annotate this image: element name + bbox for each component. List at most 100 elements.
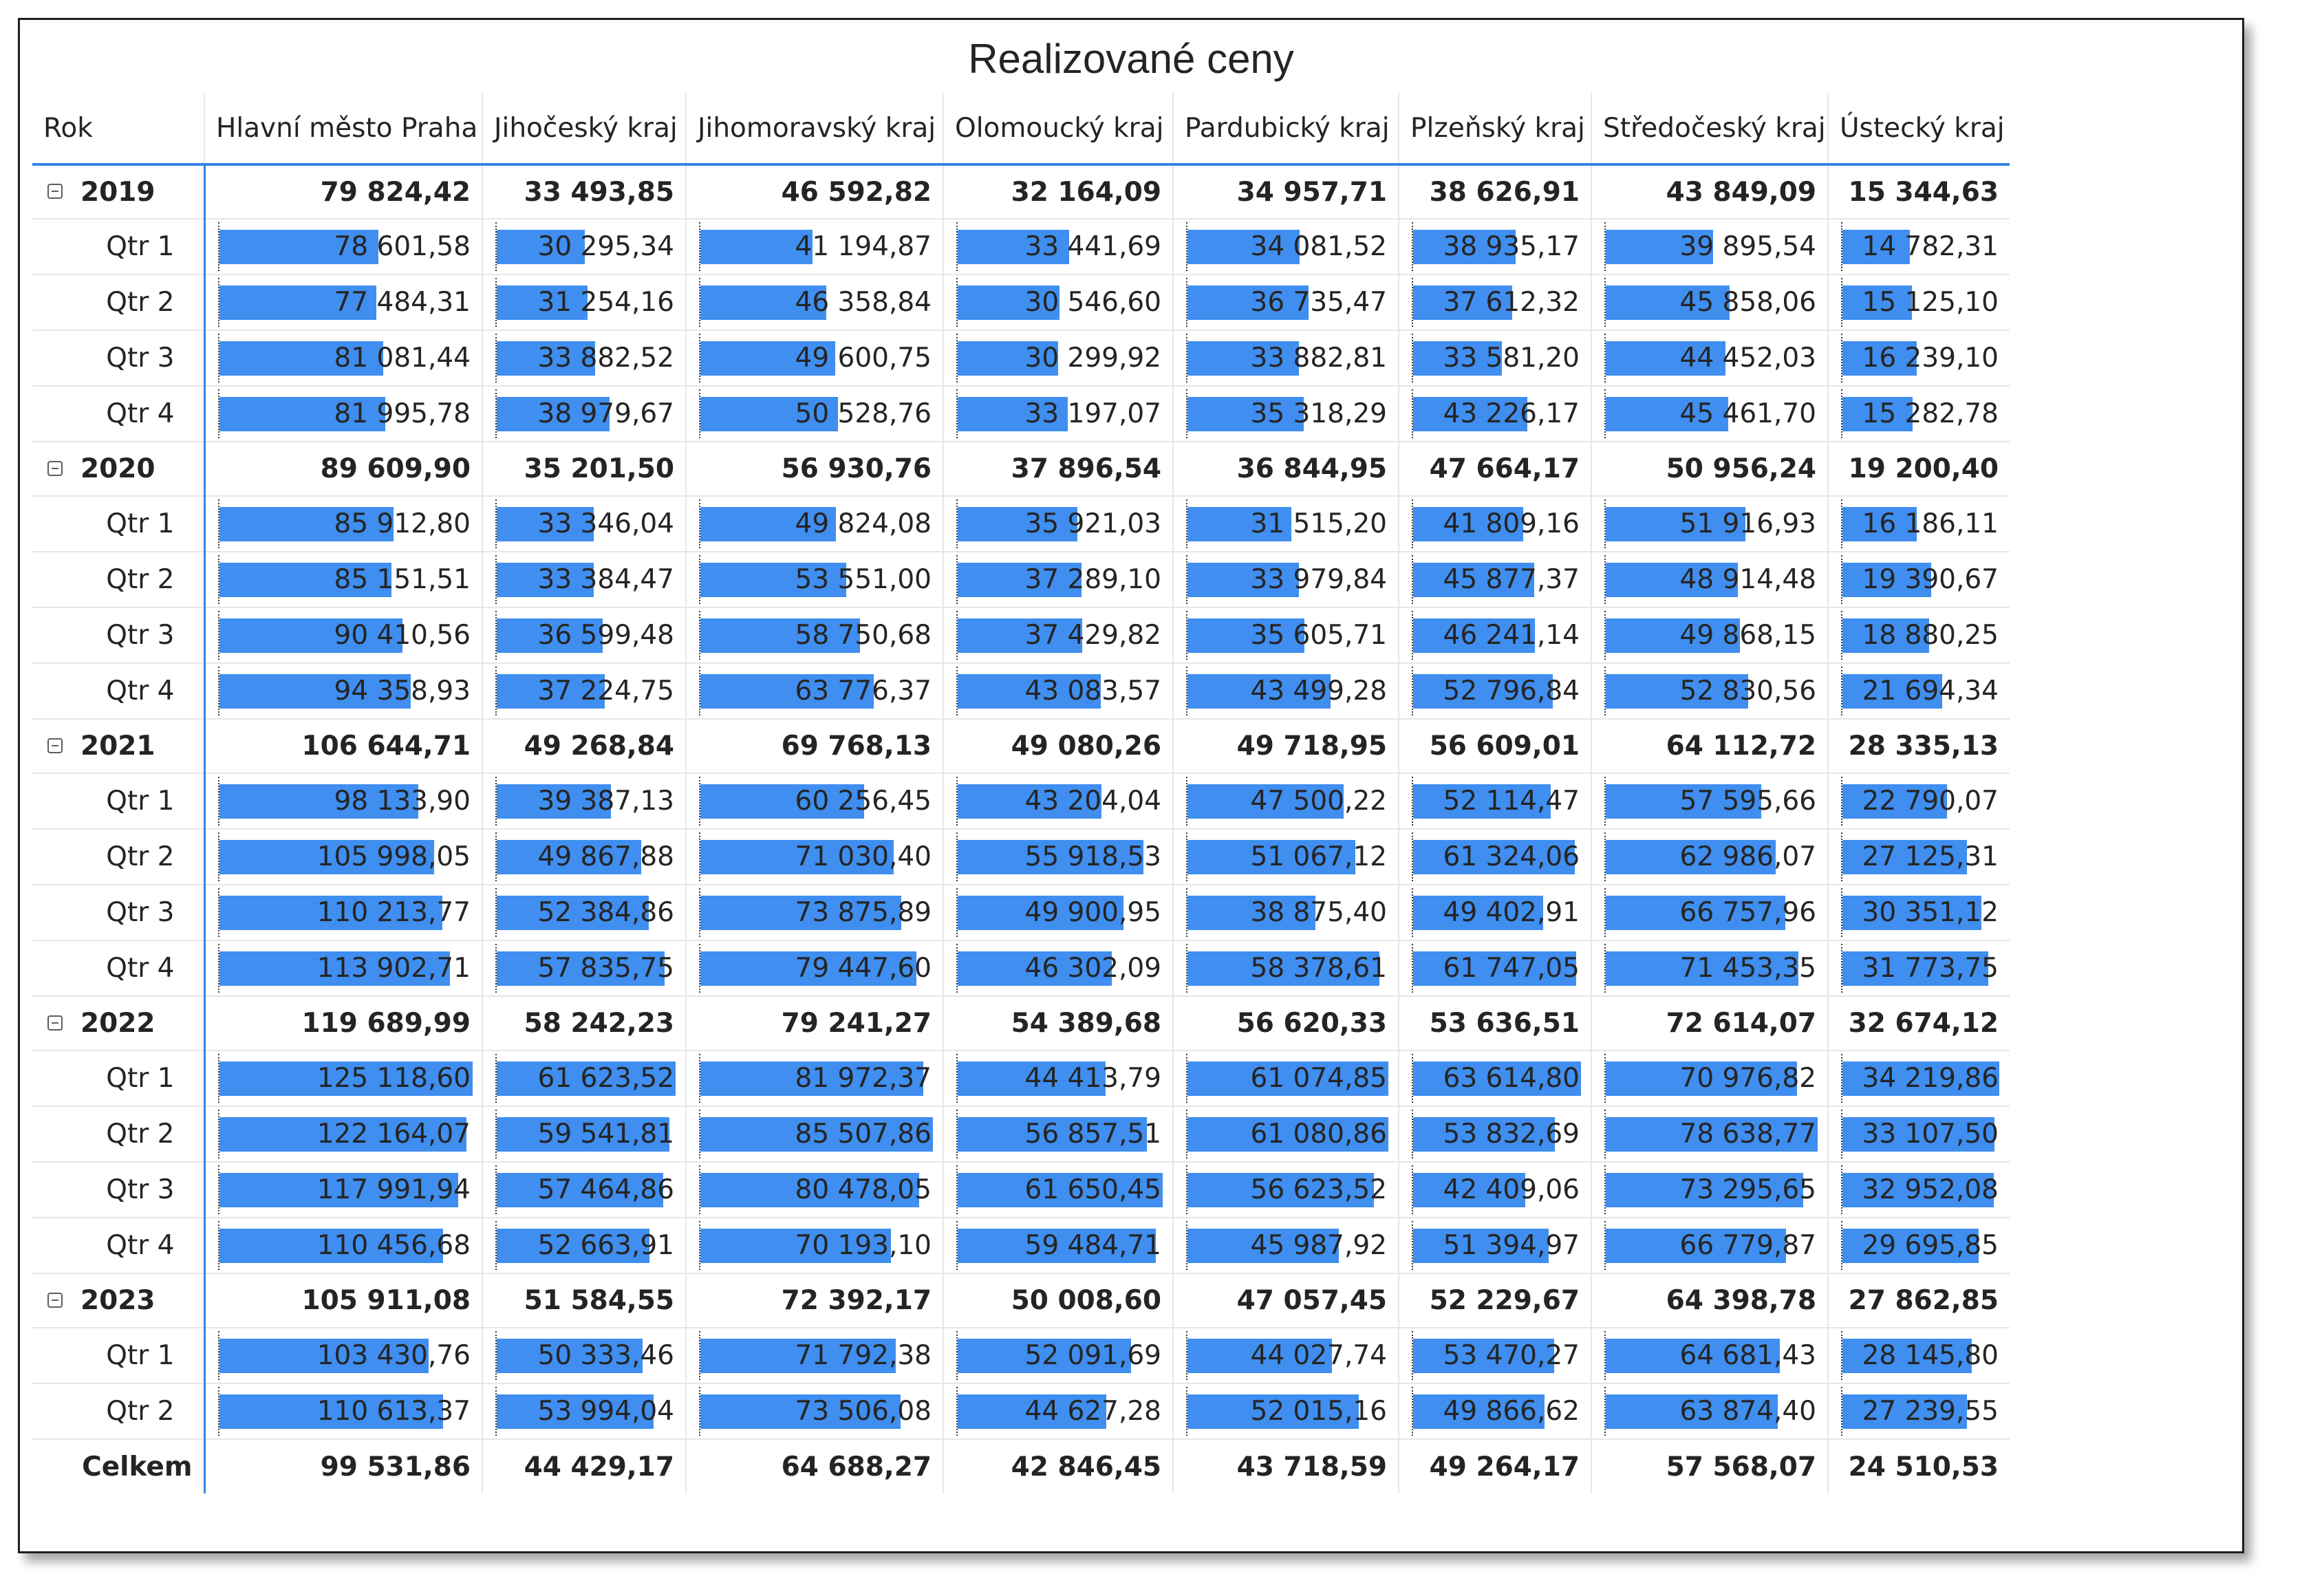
quarter-row: Qtr 2 85 151,51 33 384,47 53 551,00 37 289,1…	[32, 552, 2010, 608]
data-bar	[1187, 1173, 1374, 1207]
year-row-header[interactable]: 2020	[32, 442, 206, 497]
data-bar	[1413, 1173, 1525, 1207]
data-bar-cell: 52 663,91	[482, 1218, 687, 1274]
collapse-toggle-icon[interactable]	[47, 460, 63, 476]
cell-value: 57 464,86	[537, 1174, 675, 1205]
cell-container: 15 282,78	[1829, 387, 2010, 441]
cell-value: 81 972,37	[795, 1063, 932, 1094]
cell-value: 33 384,47	[537, 564, 675, 595]
cell-value: 58 378,61	[1250, 953, 1388, 984]
data-bar-cell: 61 650,45	[943, 1162, 1174, 1218]
data-bar-cell: 125 118,60	[204, 1050, 483, 1107]
data-bar	[1606, 563, 1738, 597]
column-header-plzensky-kraj[interactable]: Plzeňský kraj	[1399, 93, 1592, 166]
cell-value: 59 541,81	[537, 1119, 675, 1150]
cell-value: 81 995,78	[334, 398, 471, 429]
bar-axis-line	[1412, 334, 1413, 382]
cell-container: 35 605,71	[1174, 608, 1398, 662]
year-row-header[interactable]: 2023	[32, 1273, 206, 1328]
data-bar	[497, 674, 605, 709]
column-header-rok[interactable]: Rok	[32, 93, 205, 166]
collapse-toggle-icon[interactable]	[47, 184, 63, 199]
cell-container: 46 241,14	[1399, 608, 1591, 662]
cell-value: 27 125,31	[1862, 841, 1999, 872]
bar-axis-line	[1186, 777, 1187, 826]
data-bar	[1606, 1117, 1818, 1152]
column-header-jihomoravsky-kraj[interactable]: Jihomoravský kraj	[686, 93, 944, 166]
bar-axis-line	[956, 667, 958, 715]
bar-axis-line	[956, 389, 958, 438]
cell-value: 46 302,09	[1024, 953, 1162, 984]
year-row-header[interactable]: 2022	[32, 996, 206, 1051]
data-bar	[1842, 507, 1917, 541]
collapse-toggle-icon[interactable]	[47, 1015, 63, 1031]
cell-value: 33 979,84	[1250, 564, 1388, 595]
collapse-toggle-icon[interactable]	[47, 1292, 63, 1308]
cell-value: 125 118,60	[316, 1063, 471, 1094]
year-row: 2020 89 609,90 35 201,50 56 930,76 37 896,54…	[32, 442, 2010, 497]
collapse-toggle-icon[interactable]	[47, 737, 63, 753]
data-bar-cell: 39 387,13	[482, 773, 687, 830]
cell-container: 51 916,93	[1592, 497, 1827, 551]
cell-value: 105 998,05	[316, 841, 471, 872]
year-subtotal-cell: 15 344,63	[1828, 164, 2010, 219]
column-header-jihocesky-kraj[interactable]: Jihočeský kraj	[482, 93, 687, 166]
bar-axis-line	[1412, 1165, 1413, 1214]
data-bar-cell: 44 413,79	[943, 1050, 1174, 1107]
row-label: Qtr 3	[106, 897, 175, 928]
data-bar	[958, 397, 1068, 431]
cell-container: 41 809,16	[1399, 497, 1591, 551]
cell-value: 50 528,76	[795, 398, 932, 429]
data-bar-cell: 33 979,84	[1173, 552, 1399, 608]
cell-container: 42 409,06	[1399, 1163, 1591, 1217]
bar-axis-line	[495, 611, 497, 660]
year-row-header[interactable]: 2021	[32, 719, 206, 774]
data-bar-cell: 37 224,75	[482, 663, 687, 720]
cell-value: 49 402,91	[1443, 897, 1580, 928]
data-bar-cell: 30 299,92	[943, 330, 1174, 387]
data-bar	[700, 784, 864, 819]
cell-container: 51 067,12	[1174, 830, 1398, 884]
cell-container: 50 528,76	[687, 387, 943, 441]
cell-container: 56 857,51	[944, 1107, 1172, 1161]
bar-axis-line	[1412, 832, 1413, 881]
cell-value: 35 921,03	[1024, 508, 1162, 539]
bar-axis-line	[217, 555, 219, 604]
data-bar	[958, 563, 1082, 597]
bar-axis-line	[699, 334, 700, 382]
cell-value: 35 318,29	[1250, 398, 1388, 429]
data-bar-cell: 85 507,86	[686, 1106, 944, 1163]
column-header-stredocesky-kraj[interactable]: Středočeský kraj	[1591, 93, 1829, 166]
cell-container: 29 695,85	[1829, 1218, 2010, 1273]
data-bar-cell: 35 605,71	[1173, 607, 1399, 664]
cell-container: 33 441,69	[944, 219, 1172, 274]
cell-container: 79 447,60	[687, 941, 943, 995]
year-row-header[interactable]: 2019	[32, 164, 206, 219]
data-bar	[1187, 563, 1299, 597]
cell-value: 15 282,78	[1862, 398, 1999, 429]
cell-container: 30 351,12	[1829, 885, 2010, 940]
column-header-hlavni-mesto-praha[interactable]: Hlavní město Praha	[204, 93, 483, 166]
data-bar	[497, 896, 649, 930]
data-bar	[1413, 674, 1553, 709]
quarter-row: Qtr 1 103 430,76 50 333,46 71 792,38 52 091,…	[32, 1328, 2010, 1384]
bar-axis-line	[699, 1331, 700, 1380]
cell-value: 35 605,71	[1250, 620, 1388, 651]
bar-axis-line	[699, 832, 700, 881]
data-bar	[497, 1061, 676, 1096]
data-bar-cell: 31 254,16	[482, 274, 687, 331]
column-header-olomoucky-kraj[interactable]: Olomoucký kraj	[943, 93, 1174, 166]
data-bar	[1187, 896, 1315, 930]
column-header-pardubicky-kraj[interactable]: Pardubický kraj	[1173, 93, 1399, 166]
data-bar	[958, 1339, 1131, 1373]
cell-container: 33 882,52	[483, 331, 685, 385]
cell-value: 53 832,69	[1443, 1119, 1580, 1150]
column-header-ustecky-kraj[interactable]: Ústecký kraj	[1828, 93, 2010, 166]
quarter-row: Qtr 4 81 995,78 38 979,67 50 528,76 33 197,0…	[32, 386, 2010, 442]
bar-axis-line	[1604, 1054, 1606, 1103]
cell-value: 43 204,04	[1024, 786, 1162, 817]
cell-value: 39 895,54	[1679, 231, 1817, 262]
cell-container: 39 895,54	[1592, 219, 1827, 274]
cell-value: 56 623,52	[1250, 1174, 1388, 1205]
bar-axis-line	[495, 1110, 497, 1158]
